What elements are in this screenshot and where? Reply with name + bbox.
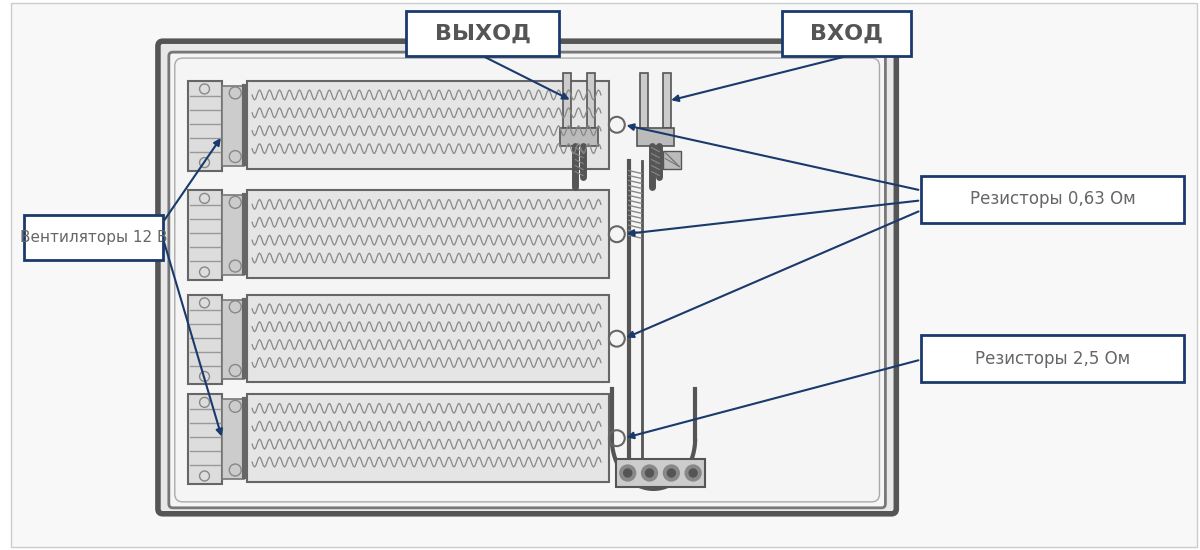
Circle shape: [642, 465, 658, 481]
Text: ВХОД: ВХОД: [810, 24, 883, 43]
Bar: [187, 394, 222, 484]
Bar: [782, 12, 911, 56]
Circle shape: [689, 469, 697, 477]
Bar: [222, 300, 244, 379]
Text: Вентиляторы 12 В: Вентиляторы 12 В: [19, 230, 167, 245]
Circle shape: [624, 469, 631, 477]
Bar: [247, 190, 608, 278]
Bar: [187, 295, 222, 384]
Text: ВЫХОД: ВЫХОД: [434, 24, 530, 43]
Bar: [222, 86, 244, 166]
Bar: [247, 394, 608, 482]
Circle shape: [664, 465, 679, 481]
Bar: [587, 73, 595, 128]
FancyBboxPatch shape: [169, 52, 886, 508]
Bar: [637, 128, 674, 146]
Text: Резисторы 2,5 Ом: Резисторы 2,5 Ом: [974, 350, 1130, 367]
Bar: [406, 12, 559, 56]
Bar: [24, 215, 163, 260]
Bar: [222, 399, 244, 479]
Bar: [664, 151, 682, 168]
Circle shape: [646, 469, 654, 477]
Bar: [640, 73, 648, 128]
Bar: [187, 190, 222, 280]
FancyBboxPatch shape: [158, 41, 896, 514]
Text: Резисторы 0,63 Ом: Резисторы 0,63 Ом: [970, 190, 1135, 208]
Circle shape: [667, 469, 676, 477]
Bar: [187, 81, 222, 170]
Circle shape: [685, 465, 701, 481]
Bar: [222, 195, 244, 275]
Bar: [563, 73, 571, 128]
Bar: [664, 73, 671, 128]
Bar: [247, 295, 608, 382]
Bar: [616, 459, 706, 487]
Circle shape: [619, 465, 636, 481]
Bar: [922, 335, 1183, 382]
Bar: [247, 81, 608, 168]
Bar: [560, 128, 598, 146]
Bar: [922, 175, 1183, 223]
